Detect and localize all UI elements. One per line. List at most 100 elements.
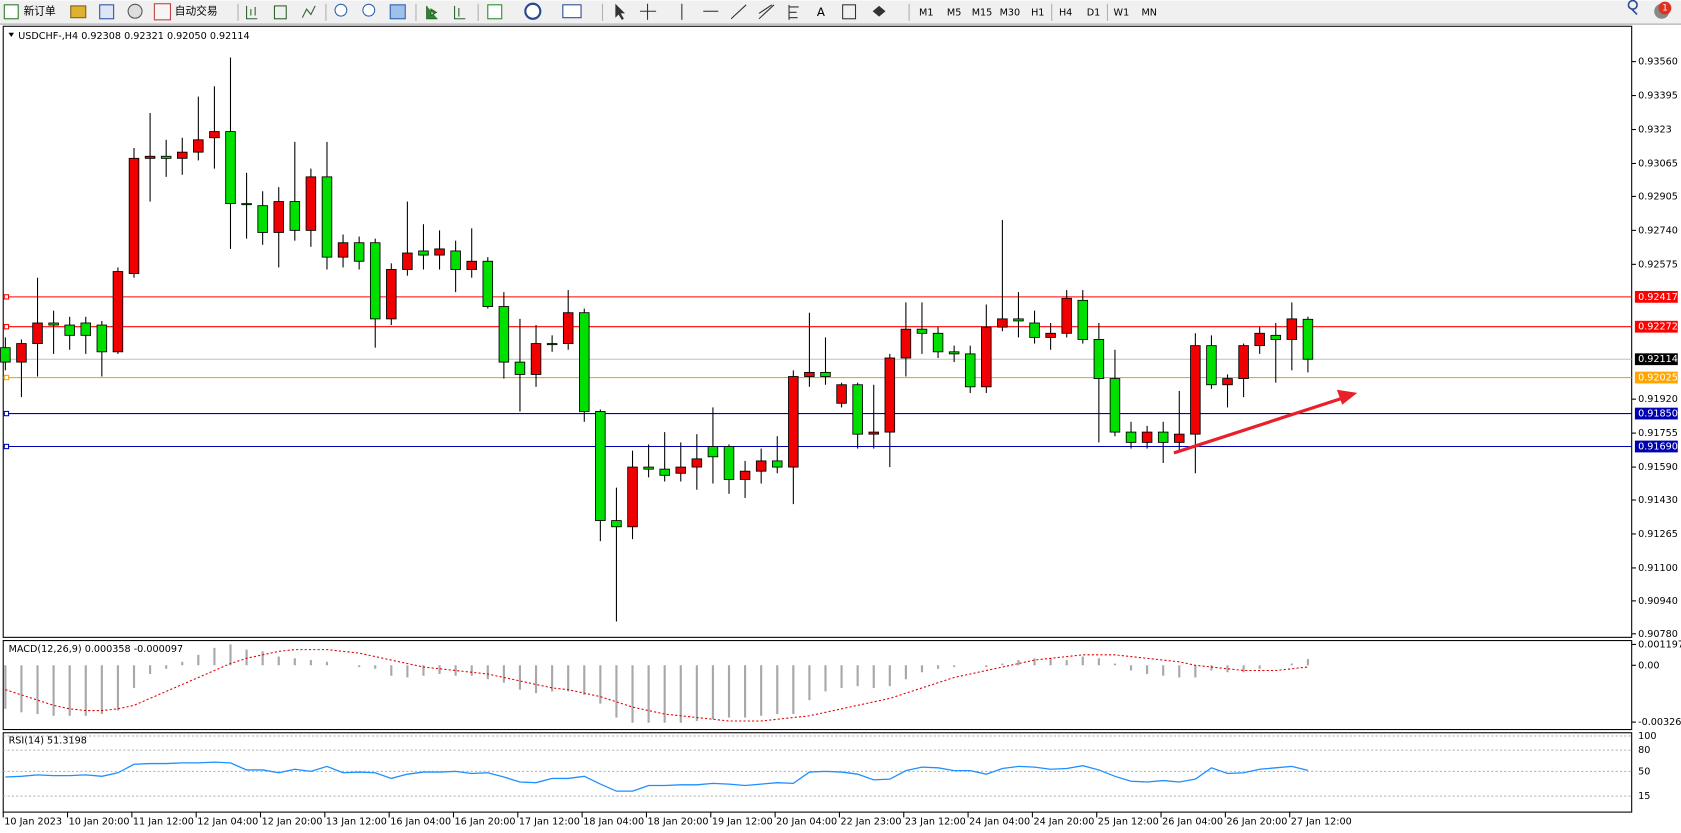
level-box — [1634, 290, 1678, 303]
candle-body — [1238, 345, 1249, 380]
candle-body — [193, 139, 204, 153]
x-tick-label: 13 Jan 12:00 — [326, 817, 387, 828]
y-tick-label: 0.93065 — [1638, 158, 1678, 169]
scroll[interactable] — [426, 5, 438, 20]
candle-body — [546, 343, 558, 346]
arrows-tool[interactable] — [872, 5, 886, 17]
candle-body — [868, 431, 879, 435]
candle-body — [852, 384, 863, 435]
candle-body — [321, 176, 333, 258]
candle-body — [1077, 299, 1089, 340]
main-pane-frame — [2, 25, 1633, 638]
timeframe-button[interactable]: MN — [1141, 7, 1157, 18]
candle-body — [434, 248, 445, 256]
candle-body — [900, 328, 912, 359]
shift[interactable] — [454, 5, 466, 20]
text-tool[interactable]: A — [817, 5, 825, 19]
notifications[interactable]: 1 — [1654, 1, 1672, 19]
rsi-pane-frame — [2, 732, 1633, 813]
candle-body — [723, 446, 735, 480]
crosshair-tool[interactable] — [640, 3, 657, 20]
candle-body — [659, 468, 670, 476]
candle-body — [514, 361, 526, 375]
candle-body — [369, 242, 381, 320]
x-tick-label: 23 Jan 12:00 — [905, 817, 966, 828]
zoom-out[interactable] — [362, 3, 376, 17]
y-tick-label: 0.92740 — [1638, 225, 1678, 236]
timeframe-button[interactable]: W1 — [1114, 7, 1130, 18]
timeframe-button[interactable]: D1 — [1087, 7, 1101, 18]
x-tick-label: 27 Jan 12:00 — [1291, 817, 1352, 828]
y-tick-label: 0.91100 — [1638, 563, 1678, 574]
candle-body — [353, 242, 365, 262]
tile[interactable] — [389, 4, 406, 20]
candle-body — [1157, 431, 1169, 443]
auto-trading-button[interactable]: 自动交易 — [153, 3, 218, 21]
level-label: 0.92114 — [1638, 354, 1678, 365]
candle-body — [48, 322, 59, 326]
x-tick-label: 19 Jan 12:00 — [712, 817, 773, 828]
icon[interactable] — [99, 4, 115, 20]
timeframe-button[interactable]: H1 — [1031, 7, 1044, 18]
candle-body — [739, 470, 751, 480]
candle-body — [788, 376, 799, 468]
macd-title: MACD(12,26,9) 0.000358 -0.000097 — [9, 644, 184, 655]
level-box — [1634, 407, 1678, 420]
candle-body — [1045, 332, 1056, 338]
periods[interactable] — [524, 2, 542, 20]
y-tick-label: 100 — [1638, 731, 1656, 742]
channel-tool[interactable] — [758, 4, 775, 20]
zoom-in[interactable] — [334, 3, 348, 17]
candle-body — [948, 351, 960, 355]
x-tick-label: 16 Jan 04:00 — [390, 817, 451, 828]
x-tick-label: 24 Jan 04:00 — [969, 817, 1030, 828]
candle-body — [1061, 297, 1072, 334]
timeframe-button[interactable]: H4 — [1059, 7, 1072, 18]
candle-body — [305, 176, 317, 231]
chart-tools — [246, 5, 316, 20]
icon[interactable] — [301, 5, 316, 18]
icon[interactable] — [127, 3, 143, 19]
timeframe-group: M1 M5 M15 M30 H1 H4 D1 W1 MN — [919, 3, 1157, 21]
y-tick-label: 0.92905 — [1638, 191, 1678, 202]
candle-body — [386, 269, 397, 320]
y-tick-label: 0.93395 — [1638, 91, 1678, 102]
x-tick-label: 20 Jan 04:00 — [776, 817, 837, 828]
y-tick-label: 0.00 — [1638, 660, 1659, 671]
level-marker — [3, 324, 10, 330]
search[interactable] — [1627, 0, 1638, 16]
templates[interactable] — [562, 4, 582, 19]
arrow-annotation — [1173, 389, 1358, 455]
y-tick-label: 0.91430 — [1638, 495, 1678, 506]
timeframe-button[interactable]: M5 — [947, 7, 961, 18]
timeframe-button[interactable]: M1 — [919, 7, 933, 18]
candle-body — [498, 306, 510, 363]
candle-body — [160, 155, 172, 159]
level-marker — [3, 443, 10, 450]
candle-body — [836, 384, 847, 404]
candle-body — [1141, 431, 1153, 443]
candle-body — [337, 242, 349, 258]
cursor-tool[interactable] — [615, 3, 626, 20]
new-order-button[interactable]: 新订单 — [3, 4, 56, 20]
candle-body — [273, 201, 284, 233]
candle-body — [611, 520, 622, 528]
x-tick-label: 18 Jan 04:00 — [583, 817, 644, 828]
y-tick-label: 0.91590 — [1638, 462, 1678, 473]
trendline-tool[interactable] — [730, 4, 747, 20]
x-tick-label: 18 Jan 20:00 — [648, 817, 709, 828]
toolbar: 新订单 自动交易 A — [0, 0, 1681, 25]
label-tool[interactable] — [842, 4, 857, 20]
icon[interactable] — [70, 5, 87, 19]
candle-body — [209, 131, 220, 139]
icon[interactable] — [246, 5, 258, 20]
icon — [3, 4, 19, 20]
timeframe-button[interactable]: M15 — [972, 7, 993, 18]
icon[interactable] — [273, 5, 287, 20]
plot: 0.93560 0.93395 0.9323 0.93065 0.92905 0.9274… — [0, 57, 1681, 828]
timeframe-button[interactable]: M30 — [1000, 7, 1021, 18]
fibo-tool[interactable] — [788, 4, 799, 20]
indicators[interactable] — [487, 4, 503, 20]
candle-body — [0, 347, 11, 363]
